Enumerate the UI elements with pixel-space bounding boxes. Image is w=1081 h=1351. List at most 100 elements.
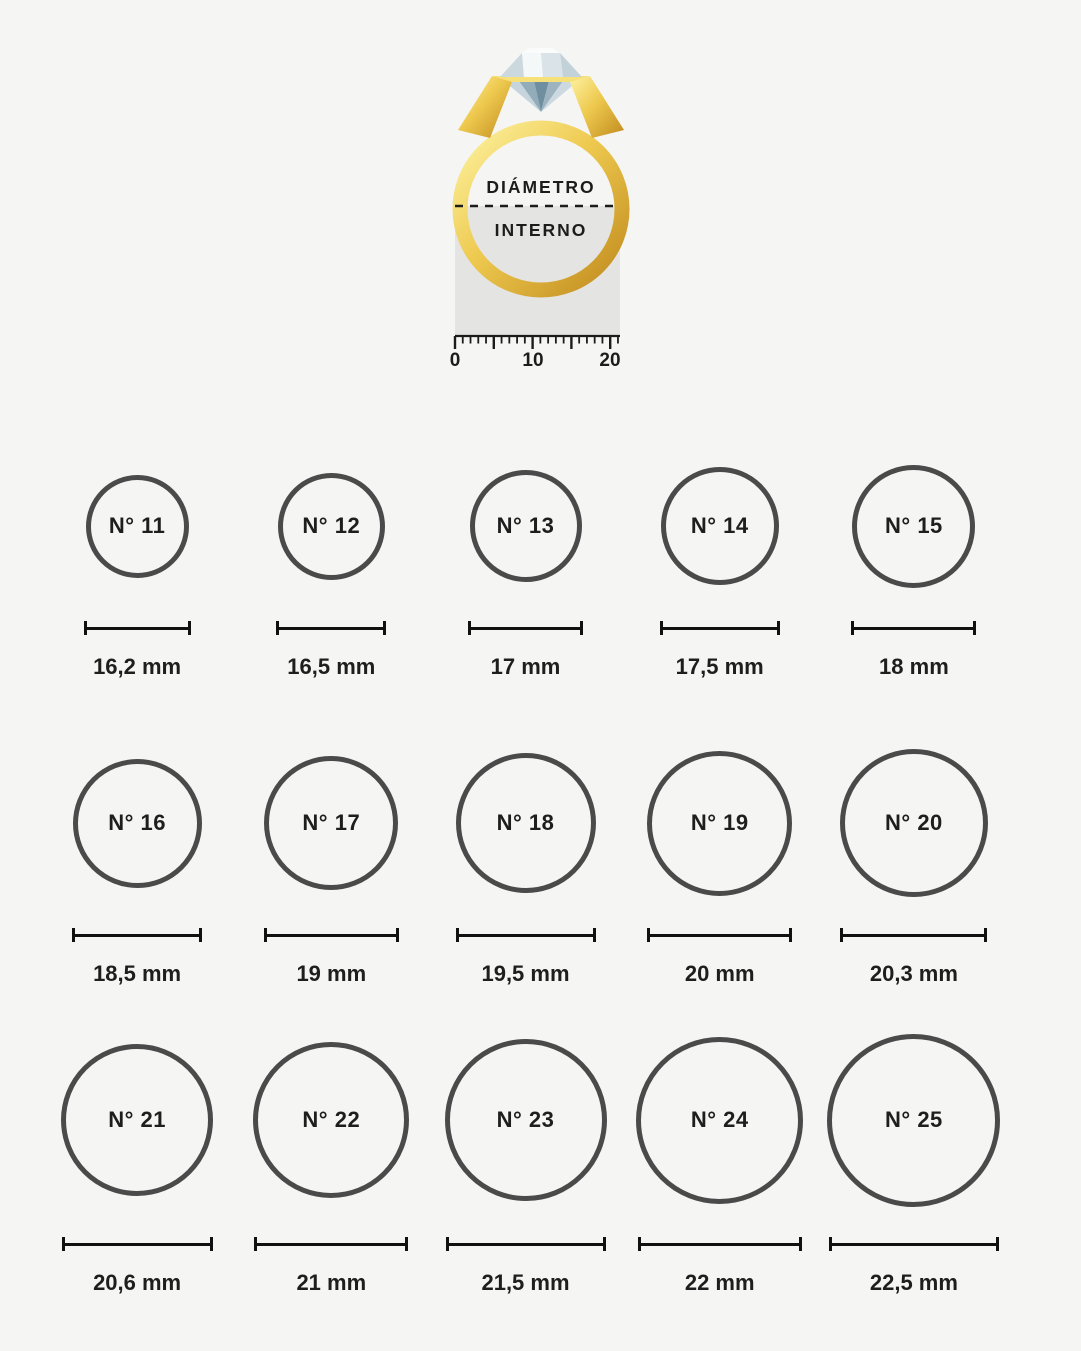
ring-size-number: N° 23 — [496, 1107, 555, 1132]
ring-size-cell: N° 19 20 mm — [623, 746, 817, 987]
diameter-label: 18 mm — [879, 654, 949, 679]
ring-size-cell: N° 14 17,5 mm — [623, 459, 817, 680]
ring-size-cell: N° 25 22,5 mm — [817, 1031, 1011, 1296]
circle-zone: N° 23 — [444, 1031, 607, 1209]
dimension-line — [840, 928, 988, 942]
ring-size-number: N° 21 — [108, 1107, 166, 1132]
dimension-line — [637, 1237, 802, 1251]
dimension-line — [83, 621, 191, 635]
diameter-label-top: DIÁMETRO — [486, 176, 595, 197]
ring-size-cell: N° 23 21,5 mm — [428, 1031, 622, 1296]
ring-size-number: N° 16 — [108, 810, 166, 835]
size-row-1: N° 11 16,2 mm N° 12 16,5 mm N° 13 17 mm … — [0, 459, 1081, 680]
ring-size-number: N° 17 — [302, 810, 361, 835]
ring-size-number: N° 14 — [690, 513, 749, 538]
ring-size-number: N° 22 — [302, 1107, 361, 1132]
diameter-label-bottom: INTERNO — [494, 220, 587, 240]
dimension-line — [445, 1237, 606, 1251]
diameter-label: 18,5 mm — [93, 961, 182, 986]
dimension-line — [468, 621, 583, 635]
ruler-label-10: 10 — [522, 350, 543, 371]
ring-size-cell: N° 22 21 mm — [234, 1031, 428, 1296]
circle-zone: N° 19 — [647, 746, 793, 900]
dimension-line — [72, 928, 203, 942]
ring-circle: N° 25 — [827, 1033, 1001, 1207]
diameter-label: 16,5 mm — [287, 654, 376, 679]
circle-zone: N° 20 — [839, 746, 988, 900]
circle-zone: N° 17 — [264, 746, 399, 900]
diameter-label: 21 mm — [296, 1270, 367, 1295]
dimension-line — [851, 621, 977, 635]
circle-zone: N° 18 — [455, 746, 596, 900]
ring-circle: N° 20 — [839, 749, 988, 897]
ring-circle: N° 15 — [852, 464, 976, 588]
diameter-label: 22 mm — [684, 1270, 755, 1295]
dimension-line — [647, 928, 793, 942]
ring-circle: N° 19 — [647, 750, 793, 896]
gold-ring-illustration: DIÁMETRO INTERNO 0 10 20 — [449, 48, 629, 371]
ring-size-cell: N° 12 16,5 mm — [234, 459, 428, 680]
ring-circle: N° 14 — [660, 467, 779, 585]
diameter-label: 17,5 mm — [675, 654, 764, 679]
diameter-label: 20 mm — [684, 961, 755, 986]
circle-zone: N° 11 — [85, 459, 189, 593]
dimension-line — [828, 1237, 999, 1251]
diameter-label: 20,6 mm — [93, 1270, 182, 1295]
ring-size-number: N° 13 — [496, 513, 555, 538]
size-row-3: N° 21 20,6 mm N° 22 21 mm N° 23 21,5 mm … — [0, 1031, 1081, 1296]
ring-circle: N° 13 — [469, 470, 582, 582]
dimension-line — [276, 621, 387, 635]
dimension-line — [254, 1237, 409, 1251]
ring-size-number: N° 15 — [885, 513, 943, 538]
ring-circle: N° 18 — [455, 753, 596, 893]
ring-circle: N° 12 — [277, 472, 385, 580]
ring-size-number: N° 18 — [496, 810, 555, 835]
diameter-label: 19 mm — [296, 961, 367, 986]
ring-size-cell: N° 11 16,2 mm — [40, 459, 234, 680]
ring-circle: N° 22 — [253, 1042, 410, 1198]
ring-size-number: N° 12 — [302, 513, 361, 538]
ring-circle: N° 11 — [85, 474, 189, 578]
circle-zone: N° 21 — [61, 1031, 214, 1209]
ring-circle: N° 16 — [72, 758, 202, 888]
diameter-label: 19,5 mm — [481, 961, 570, 986]
circle-zone: N° 13 — [469, 459, 582, 593]
ring-circle: N° 23 — [444, 1039, 607, 1201]
diameter-label: 20,3 mm — [869, 961, 958, 986]
ring-size-cell: N° 16 18,5 mm — [40, 746, 234, 987]
circle-zone: N° 12 — [277, 459, 385, 593]
ring-size-cell: N° 15 18 mm — [817, 459, 1011, 680]
ring-size-cell: N° 13 17 mm — [428, 459, 622, 680]
circle-zone: N° 16 — [72, 746, 202, 900]
ring-circle: N° 17 — [264, 756, 399, 890]
dimension-line — [659, 621, 780, 635]
ring-band — [452, 120, 629, 298]
circle-zone: N° 14 — [660, 459, 779, 593]
ruler-label-0: 0 — [449, 350, 460, 371]
ring-size-cell: N° 20 20,3 mm — [817, 746, 1011, 987]
size-row-2: N° 16 18,5 mm N° 17 19 mm N° 18 19,5 mm … — [0, 746, 1081, 987]
ring-circle: N° 21 — [61, 1044, 214, 1196]
ruler-label-20: 20 — [599, 350, 620, 371]
circle-zone: N° 15 — [852, 459, 976, 593]
ring-circle: N° 24 — [636, 1036, 804, 1204]
ruler: 0 10 20 — [449, 334, 620, 371]
ring-size-number: N° 20 — [885, 810, 943, 835]
circle-zone: N° 24 — [636, 1031, 804, 1209]
diameter-label: 21,5 mm — [481, 1270, 570, 1295]
ring-measurement-diagram: DIÁMETRO INTERNO 0 10 20 — [0, 0, 1081, 381]
dimension-line — [263, 928, 399, 942]
ring-size-grid: N° 11 16,2 mm N° 12 16,5 mm N° 13 17 mm … — [0, 459, 1081, 1296]
ring-size-cell: N° 17 19 mm — [234, 746, 428, 987]
ring-size-cell: N° 24 22 mm — [623, 1031, 817, 1296]
diameter-label: 17 mm — [490, 654, 561, 679]
ring-size-number: N° 19 — [690, 810, 749, 835]
ring-size-number: N° 24 — [690, 1107, 749, 1132]
ring-size-number: N° 25 — [885, 1107, 943, 1132]
circle-zone: N° 22 — [253, 1031, 410, 1209]
ring-size-number: N° 11 — [108, 513, 166, 538]
diameter-label: 16,2 mm — [93, 654, 182, 679]
ruler-ticks — [453, 336, 619, 349]
ring-mount — [457, 76, 624, 138]
dimension-line — [61, 1237, 213, 1251]
